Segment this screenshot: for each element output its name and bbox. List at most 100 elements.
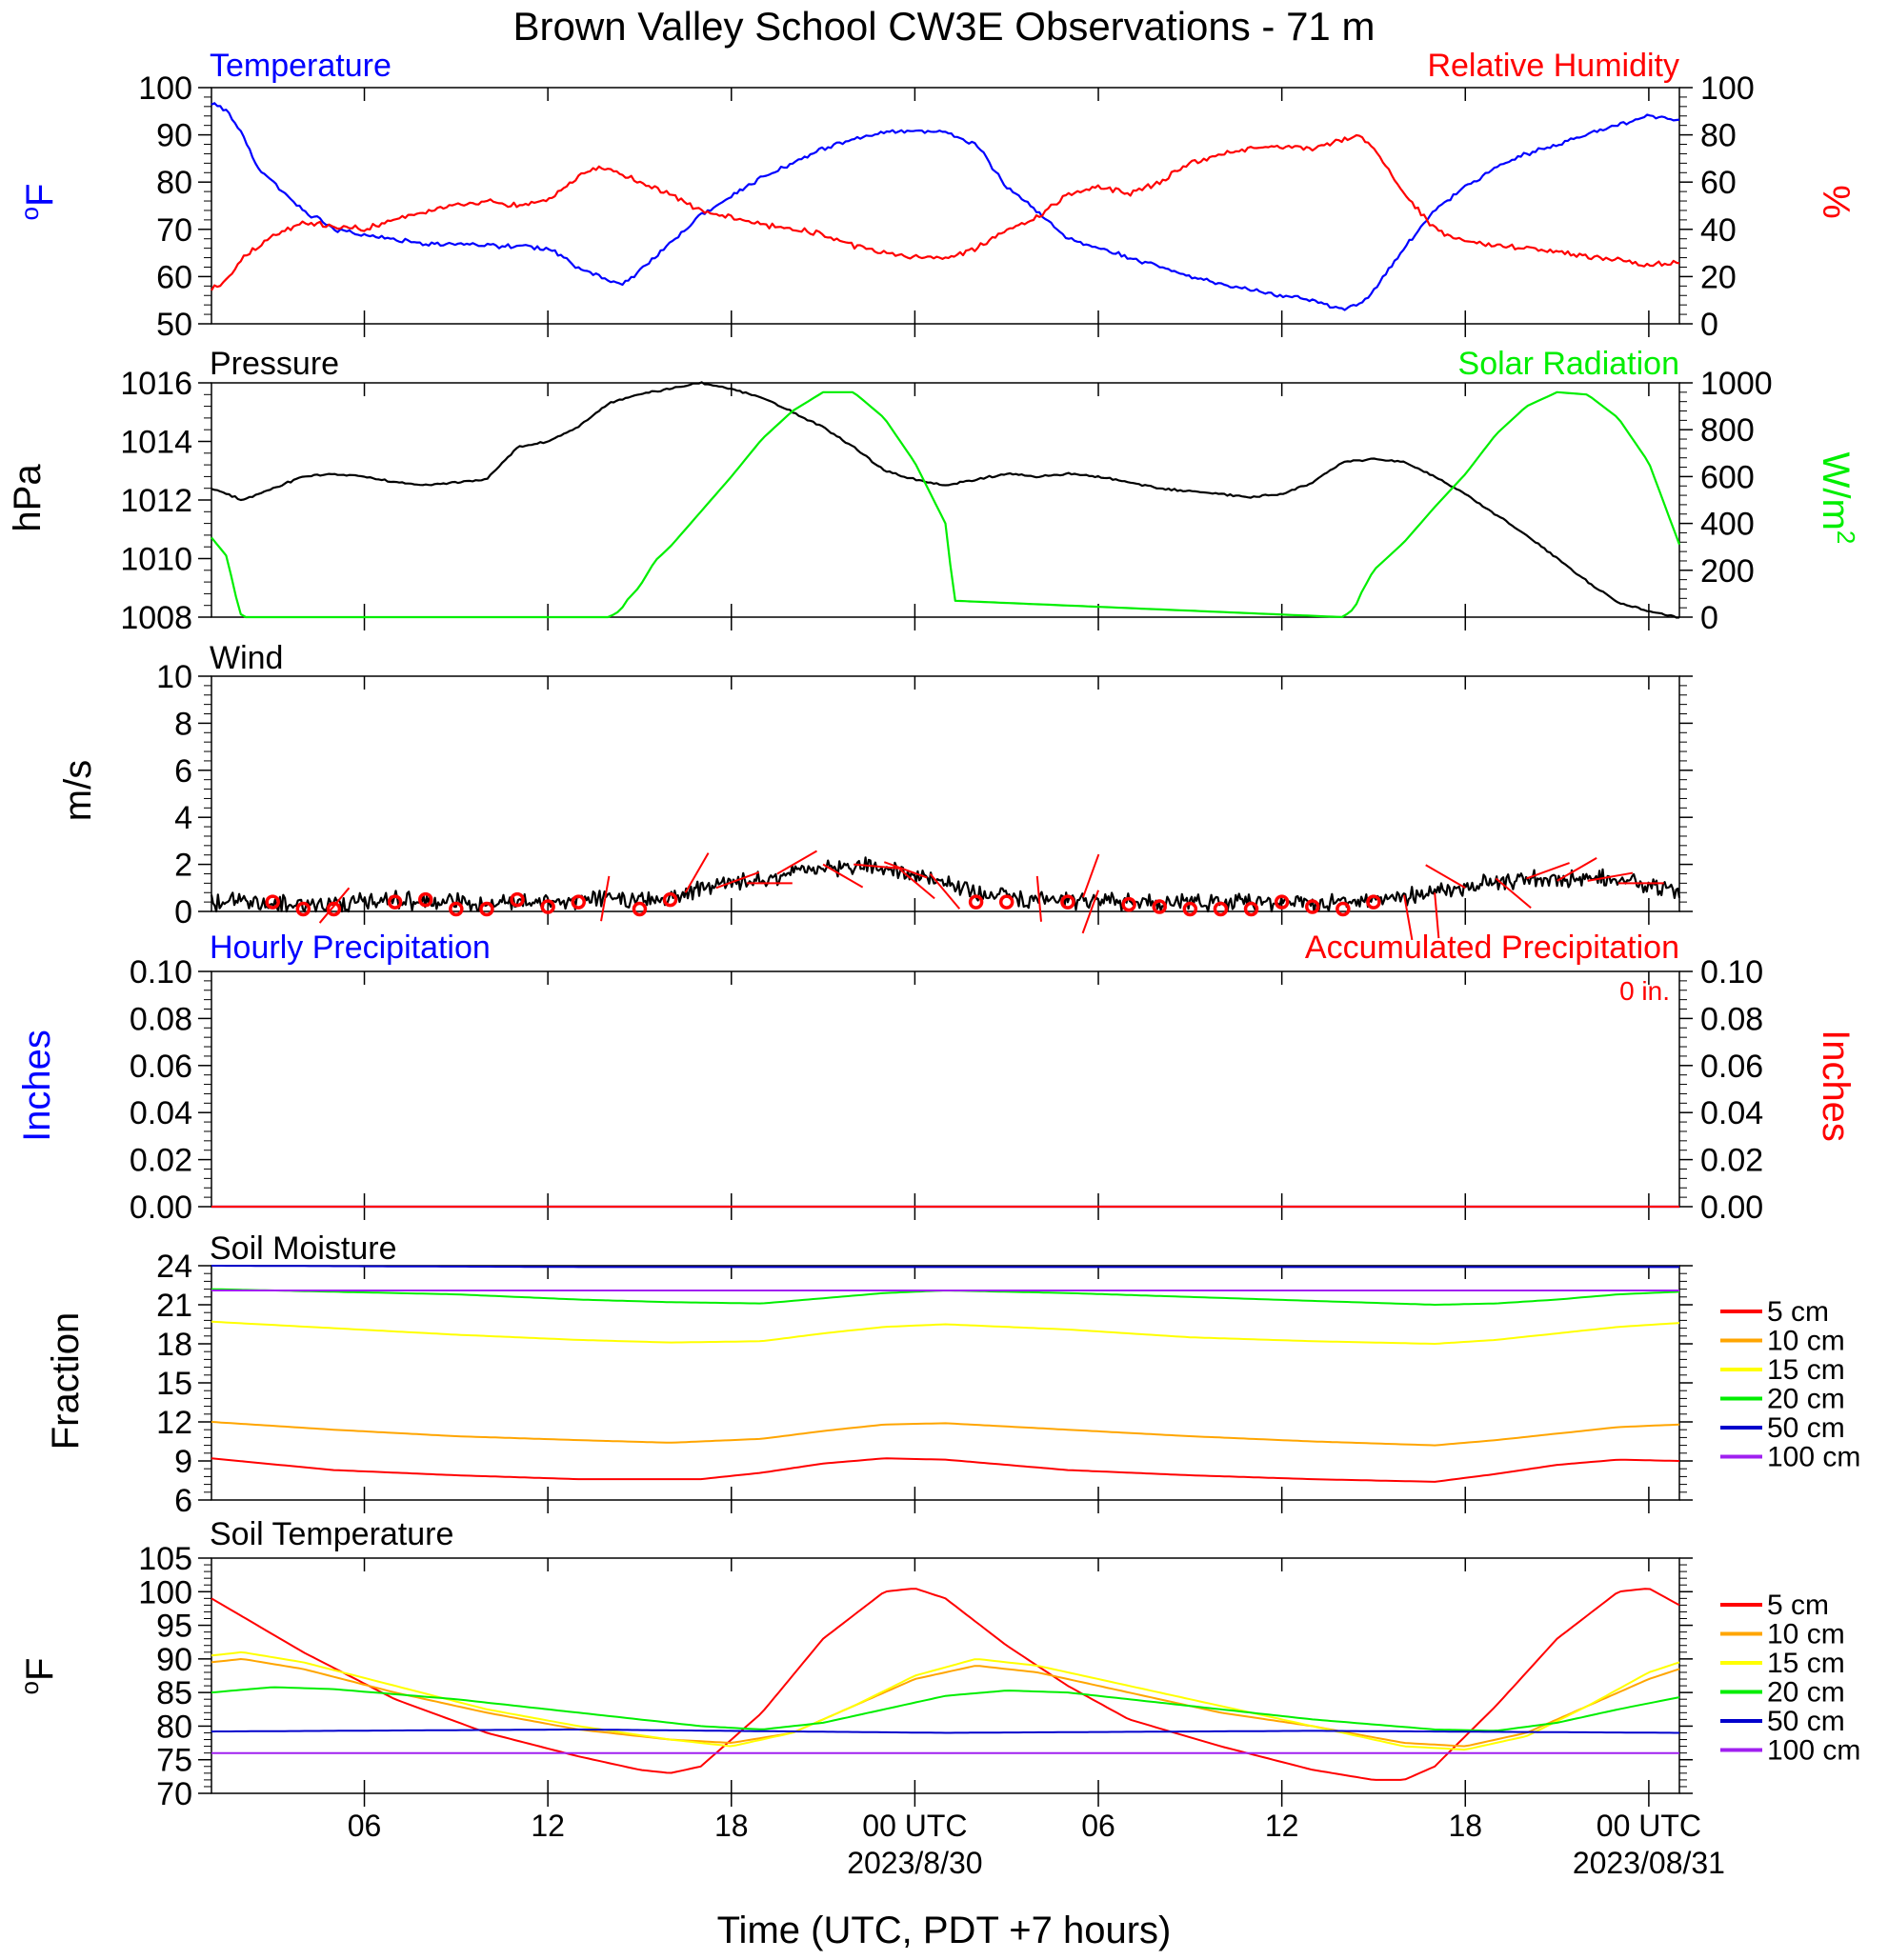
- accum-precip-total: 0 in.: [1619, 976, 1670, 1006]
- y-left-tick-label: 70: [156, 212, 192, 249]
- y-left-tick-label: 0.04: [130, 1095, 192, 1131]
- wind-barb: [1495, 877, 1532, 910]
- wind-barb: [1035, 875, 1042, 922]
- soil-moisture-panel: Soil Moisture Fraction: [45, 1230, 397, 1450]
- y-right-tick-label: 60: [1700, 165, 1737, 201]
- x-tick-label: 12: [531, 1809, 565, 1843]
- pressure-title: Pressure: [210, 346, 339, 382]
- x-tick-label: 18: [1448, 1809, 1482, 1843]
- series-line-50-cm: [211, 1265, 1679, 1269]
- solar-axis-label: W/m2: [1815, 452, 1860, 545]
- degree-symbol: o: [15, 207, 44, 220]
- y-left-tick-label: 21: [156, 1288, 192, 1324]
- wind-barb: [1403, 894, 1414, 941]
- y-right-tick-label: 80: [1700, 118, 1737, 154]
- y-right-tick-label: 0.02: [1700, 1143, 1763, 1179]
- x-tick-label: 18: [714, 1809, 749, 1843]
- wind-calm-marker: [662, 891, 678, 908]
- series-line-10-cm: [211, 1421, 1680, 1447]
- wind-calm-marker: [968, 894, 984, 910]
- series-line-5-cm: [211, 1457, 1680, 1483]
- soil-moisture-title: Soil Moisture: [210, 1230, 397, 1267]
- wind-calm-marker: [540, 899, 555, 914]
- y-left-tick-label: 15: [156, 1366, 192, 1402]
- wind-calm-marker: [479, 901, 494, 917]
- wind-calm-marker: [1182, 901, 1198, 917]
- y-right-tick-label: 100: [1700, 70, 1755, 107]
- legend-label: 10 cm: [1767, 1619, 1845, 1650]
- y-left-tick-label: 90: [156, 1642, 192, 1678]
- plot-frame: [211, 1265, 1680, 1501]
- y-left-tick-label: 12: [156, 1405, 192, 1441]
- y-right-tick-label: 40: [1700, 212, 1737, 249]
- fahrenheit-unit: F: [19, 1658, 61, 1681]
- series-line-pressure: [211, 381, 1680, 619]
- plot-frame: [211, 970, 1680, 1208]
- accum-precip-axis-label: Inches: [1815, 1030, 1857, 1142]
- y-left-tick-label: 85: [156, 1675, 192, 1711]
- wind-calm-marker: [326, 901, 342, 917]
- series-line-15-cm: [211, 1320, 1680, 1345]
- y-right-tick-label: 20: [1700, 259, 1737, 295]
- y-left-tick-label: 0.08: [130, 1001, 192, 1037]
- panel-pressure-solar-marks: 1008 1010 1012 1014 1016 0 200 400 600 800 1000: [120, 366, 1772, 636]
- legend-label: 15 cm: [1767, 1648, 1845, 1679]
- wind-barb: [1587, 871, 1634, 882]
- y-right-tick-label: 0: [1700, 307, 1718, 343]
- y-left-tick-label: 80: [156, 165, 192, 201]
- y-left-tick-label: 75: [156, 1743, 192, 1779]
- y-right-tick-label: 0.08: [1700, 1001, 1763, 1037]
- legend-label: 50 cm: [1767, 1412, 1845, 1444]
- legend-label: 20 cm: [1767, 1384, 1845, 1415]
- wind-barb: [1081, 890, 1099, 934]
- y-left-tick-label: 4: [174, 800, 192, 836]
- y-left-tick-label: 6: [174, 1483, 192, 1519]
- x-tick-date-label: 2023/8/30: [847, 1846, 982, 1880]
- wind-calm-marker: [510, 891, 525, 908]
- wind-calm-marker: [1121, 896, 1136, 912]
- y-left-tick-label: 1010: [120, 542, 192, 578]
- wind-axis-label: m/s: [57, 760, 99, 821]
- hourly-precip-axis-label: Inches: [16, 1030, 58, 1142]
- wind-calm-marker: [1213, 901, 1229, 917]
- accum-precip-title: Accumulated Precipitation: [1305, 930, 1679, 966]
- wind-barb: [929, 872, 961, 910]
- wind-calm-marker: [1274, 894, 1290, 910]
- y-left-tick-label: 0: [174, 894, 192, 930]
- x-tick-label: 06: [1081, 1809, 1115, 1843]
- panel-wind-marks: 0 2 4 6 8 10: [156, 659, 1693, 941]
- wind-barb: [600, 875, 611, 922]
- y-left-tick-label: 1016: [120, 366, 192, 402]
- y-left-tick-label: 80: [156, 1709, 192, 1745]
- y-left-tick-label: 8: [174, 706, 192, 742]
- plot-frame: [211, 382, 1680, 618]
- wind-calm-marker: [632, 901, 648, 917]
- wind-barb: [1526, 862, 1570, 880]
- wind-calm-marker: [1243, 901, 1259, 917]
- y-left-tick-label: 95: [156, 1609, 192, 1645]
- solar-title: Solar Radiation: [1458, 346, 1679, 382]
- y-right-tick-label: 0: [1700, 600, 1718, 636]
- y-left-tick-label: 105: [138, 1541, 192, 1577]
- x-tick-label: 00 UTC: [862, 1809, 967, 1843]
- temperature-title: Temperature: [210, 48, 392, 84]
- wind-calm-marker: [265, 894, 280, 910]
- solar-unit-exponent: 2: [1832, 530, 1860, 544]
- wind-barb: [715, 870, 760, 890]
- hourly-precip-title: Hourly Precipitation: [210, 930, 491, 966]
- legend-label: 5 cm: [1767, 1590, 1829, 1621]
- wind-calm-marker: [1305, 899, 1320, 914]
- x-tick-label: 00 UTC: [1597, 1809, 1701, 1843]
- legend-label: 50 cm: [1767, 1706, 1845, 1737]
- series-line-relative-humidity: [211, 133, 1680, 291]
- legend-label: 100 cm: [1767, 1735, 1860, 1767]
- wind-panel: Wind m/s: [57, 640, 283, 821]
- solar-unit: W/m: [1815, 452, 1857, 530]
- y-right-tick-label: 1000: [1700, 366, 1773, 402]
- wind-calm-marker: [571, 894, 586, 910]
- y-right-tick-label: 0.06: [1700, 1049, 1763, 1085]
- wind-calm-marker: [1152, 899, 1167, 914]
- series-line-10-cm: [211, 1658, 1680, 1748]
- wind-calm-marker: [387, 894, 403, 910]
